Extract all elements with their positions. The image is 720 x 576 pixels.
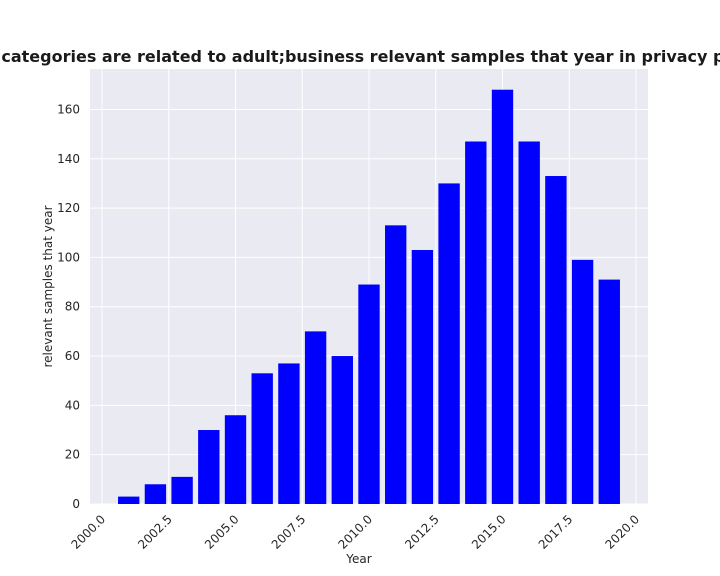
bar-2011 [385, 225, 407, 504]
bar-2019 [598, 279, 620, 504]
x-tick-label: 2010.0 [336, 512, 376, 552]
y-tick-label: 100 [57, 250, 80, 264]
bar-2004 [198, 430, 220, 504]
bar-2012 [411, 250, 434, 504]
y-tick-labels: 0 20 40 60 80 100 120 140 160 [57, 102, 80, 511]
bar-2001 [118, 496, 140, 504]
y-tick-label: 140 [57, 152, 80, 166]
x-tick-label: 2005.0 [202, 512, 242, 552]
x-axis-label: Year [345, 552, 371, 566]
y-axis-label: relevant samples that year [41, 205, 55, 367]
chart-title: Samples when categories are related to a… [0, 47, 720, 71]
bar-2008 [304, 331, 327, 504]
x-tick-label: 2000.0 [69, 512, 109, 552]
bar-2005 [224, 415, 247, 504]
x-tick-label: 2015.0 [469, 512, 509, 552]
bar-2003 [171, 476, 193, 504]
bar-2017 [545, 176, 567, 504]
bar-2010 [358, 284, 380, 504]
x-tick-label: 2002.5 [135, 512, 175, 552]
bar-2009 [331, 356, 353, 504]
bars [118, 89, 620, 505]
bar-2016 [518, 141, 540, 504]
bar-2014 [465, 141, 487, 504]
x-tick-label: 2012.5 [402, 512, 442, 552]
y-tick-label: 60 [65, 349, 80, 363]
bar-2015 [491, 89, 514, 504]
bar-2018 [571, 259, 594, 504]
y-tick-label: 0 [72, 497, 80, 511]
y-tick-label: 40 [65, 398, 80, 412]
x-tick-label: 2020.0 [603, 512, 643, 552]
chart-title-text: Samples when categories are related to a… [0, 47, 720, 66]
x-tick-labels: 2000.0 2002.5 2005.0 2007.5 2010.0 2012.5 2015… [69, 512, 643, 552]
x-tick-label: 2007.5 [269, 512, 309, 552]
bar-2013 [438, 183, 460, 505]
x-tick-label: 2017.5 [536, 512, 576, 552]
y-tick-label: 120 [57, 201, 80, 215]
bar-2002 [144, 484, 167, 504]
y-tick-label: 160 [57, 102, 80, 116]
bar-2007 [278, 363, 300, 504]
y-tick-label: 80 [65, 300, 80, 314]
bar-2006 [251, 373, 273, 504]
y-tick-label: 20 [65, 448, 80, 462]
